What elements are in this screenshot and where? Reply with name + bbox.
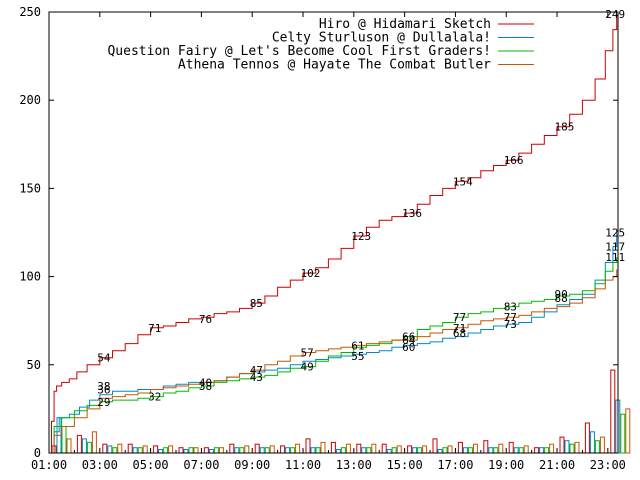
data-label: 166 (504, 154, 524, 167)
series-lines (49, 13, 618, 454)
data-label: 64 (402, 334, 416, 347)
x-tick-label: 07:00 (183, 458, 219, 472)
data-label: 73 (504, 318, 517, 331)
data-label: 47 (250, 364, 263, 377)
series-line (49, 13, 618, 454)
data-label: 40 (199, 376, 212, 389)
data-label: 49 (301, 361, 314, 374)
data-label: 102 (301, 267, 321, 280)
data-label: 83 (504, 301, 517, 314)
plot-frame (48, 11, 619, 454)
hour-bar (625, 408, 631, 454)
data-label: 125 (605, 227, 625, 240)
data-label: 71 (148, 322, 161, 335)
y-tick-label: 250 (19, 5, 41, 19)
data-label: 32 (148, 391, 161, 404)
y-tick-label: 150 (19, 181, 41, 195)
data-label: 85 (250, 297, 263, 310)
legend-label: Hiro @ Hidamari Sketch (319, 17, 491, 32)
legend-label: Question Fairy @ Let's Become Cool First… (107, 44, 491, 59)
y-tick-label: 0 (34, 446, 41, 460)
data-label: 185 (555, 121, 575, 134)
series-line (49, 269, 618, 454)
data-label: 61 (351, 339, 364, 352)
hour-bar (620, 413, 626, 454)
data-label: 71 (453, 322, 466, 335)
x-tick-label: 15:00 (387, 458, 423, 472)
x-tick-label: 09:00 (234, 458, 270, 472)
data-label: 57 (301, 347, 314, 360)
data-label: 66 (402, 331, 415, 344)
data-label: 76 (199, 313, 212, 326)
x-tick-label: 21:00 (539, 458, 575, 472)
data-label: 43 (250, 371, 263, 384)
data-label: 77 (453, 311, 466, 324)
legend-label: Athena Tennos @ Hayate The Combat Butler (178, 58, 491, 73)
series-line (49, 257, 618, 454)
data-label: 38 (97, 380, 110, 393)
y-tick-label: 50 (27, 358, 41, 372)
data-label: 88 (555, 292, 568, 305)
x-tick-label: 11:00 (285, 458, 321, 472)
x-tick-label: 19:00 (488, 458, 524, 472)
x-tick-label: 13:00 (336, 458, 372, 472)
data-label: 60 (402, 341, 415, 354)
series-line (49, 232, 618, 454)
data-label: 68 (453, 327, 466, 340)
y-tick-label: 100 (19, 270, 41, 284)
x-tick-label: 17:00 (437, 458, 473, 472)
data-label: 90 (555, 288, 568, 301)
data-label: 249 (605, 8, 625, 21)
data-label: 54 (97, 352, 111, 365)
data-label: 55 (351, 350, 364, 363)
x-tick-label: 03:00 (82, 458, 118, 472)
data-label: 29 (97, 396, 110, 409)
x-axis: 01:00 03:00 05:00 07:00 09:00 11:00 13:00 15:00… (31, 12, 626, 472)
x-tick-label: 01:00 (31, 458, 67, 472)
data-label: 111 (605, 251, 625, 264)
data-label: 117 (605, 241, 625, 254)
data-label: 36 (97, 384, 110, 397)
data-label: 77 (504, 311, 517, 324)
y-tick-label: 200 (19, 93, 41, 107)
data-label: 136 (402, 207, 422, 220)
data-label: 154 (453, 175, 473, 188)
data-label: 38 (199, 380, 212, 393)
x-tick-label: 23:00 (590, 458, 626, 472)
data-labels: 5471768510212313615416618524938495560687… (97, 8, 625, 409)
data-label: 123 (351, 230, 371, 243)
y-axis: 0 50 100 150 200 250 (19, 5, 618, 460)
x-tick-label: 05:00 (133, 458, 169, 472)
legend-label: Celty Sturluson @ Dullalala! (272, 31, 491, 46)
